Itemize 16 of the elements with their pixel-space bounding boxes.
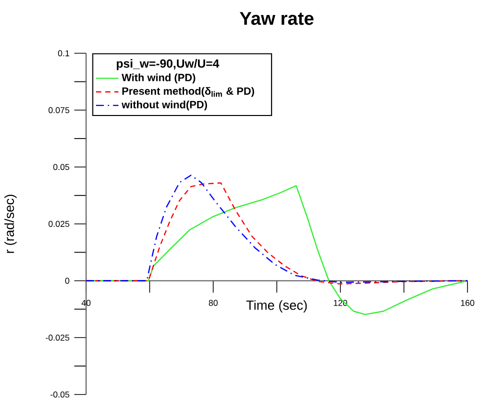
y-tick-label: -0.05 xyxy=(50,391,70,398)
x-tick-label: 80 xyxy=(208,300,218,306)
legend-title: psi_w=-90,Uw/U=4 xyxy=(116,58,220,70)
x-tick-label: 160 xyxy=(461,300,474,306)
legend-label: With wind (PD) xyxy=(122,73,196,84)
y-tick-label: 0.075 xyxy=(48,106,70,113)
legend-label: Present method(δ$_{lim}$ & PD) xyxy=(122,86,254,97)
y-tick-label: 0.1 xyxy=(58,50,70,56)
x-axis-title: Time (sec) xyxy=(246,300,307,312)
y-tick-label: -0.025 xyxy=(46,334,70,340)
y-tick-label: 0.05 xyxy=(53,164,70,170)
legend-label: without wind(PD) xyxy=(122,100,208,110)
chart-title: Yaw rate xyxy=(240,12,314,25)
y-axis-title: r (rad/sec) xyxy=(4,194,17,253)
y-tick-label: 0.025 xyxy=(48,220,70,227)
y-tick-label: 0 xyxy=(65,278,70,284)
